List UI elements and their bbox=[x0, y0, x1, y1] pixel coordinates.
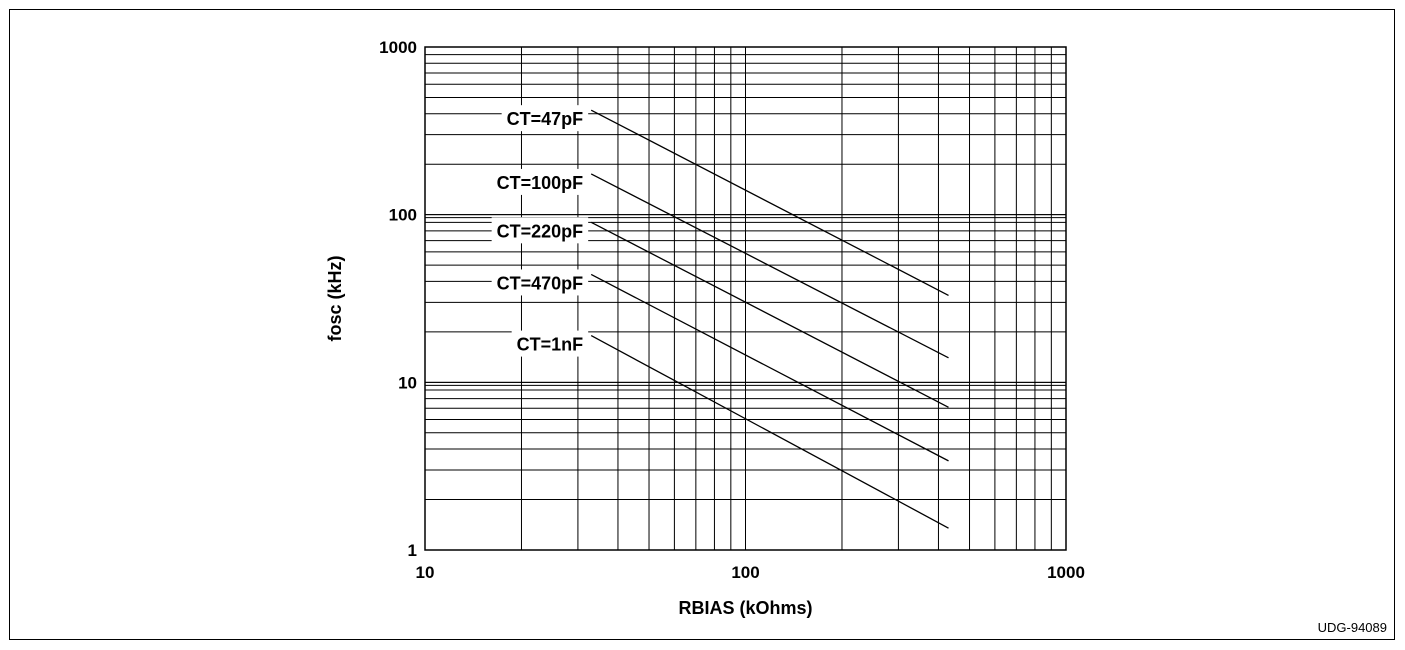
series-line-4 bbox=[590, 273, 949, 462]
y-tick-label: 100 bbox=[389, 206, 417, 225]
series-line-5 bbox=[590, 335, 949, 529]
series-label-background bbox=[491, 217, 589, 244]
y-tick-label: 1 bbox=[408, 541, 417, 560]
figure-id: UDG-94089 bbox=[1318, 620, 1387, 635]
plot-area-border bbox=[424, 46, 1067, 551]
series-label-5: CT=1nF bbox=[517, 335, 584, 355]
figure-frame bbox=[9, 9, 1395, 640]
tick-labels: 10 100 1000 1 10 100 1000 bbox=[379, 38, 1085, 582]
series-lines: CT=47pF CT=100pF CT=220pF CT=470pF CT=1nF bbox=[491, 105, 949, 529]
series-label-2: CT=100pF bbox=[497, 173, 584, 193]
series-label-background bbox=[491, 168, 589, 195]
series-label-background bbox=[511, 330, 589, 357]
grid-lines bbox=[425, 47, 1066, 550]
series-line-2 bbox=[590, 173, 949, 359]
y-tick-label: 1000 bbox=[379, 38, 417, 57]
series-label-4: CT=470pF bbox=[497, 273, 584, 293]
x-tick-label: 1000 bbox=[1047, 563, 1085, 582]
series-label-3: CT=220pF bbox=[497, 221, 584, 241]
x-tick-label: 10 bbox=[416, 563, 435, 582]
x-axis-label: RBIAS (kOhms) bbox=[678, 598, 812, 618]
x-tick-label: 100 bbox=[731, 563, 759, 582]
series-line-1 bbox=[590, 109, 949, 296]
series-label-background bbox=[491, 269, 589, 296]
series-line-3 bbox=[590, 221, 949, 408]
series-label-background bbox=[501, 105, 589, 132]
y-tick-label: 10 bbox=[398, 373, 417, 392]
series-label-1: CT=47pF bbox=[507, 109, 584, 129]
y-axis-label: fosc (kHz) bbox=[325, 255, 345, 341]
